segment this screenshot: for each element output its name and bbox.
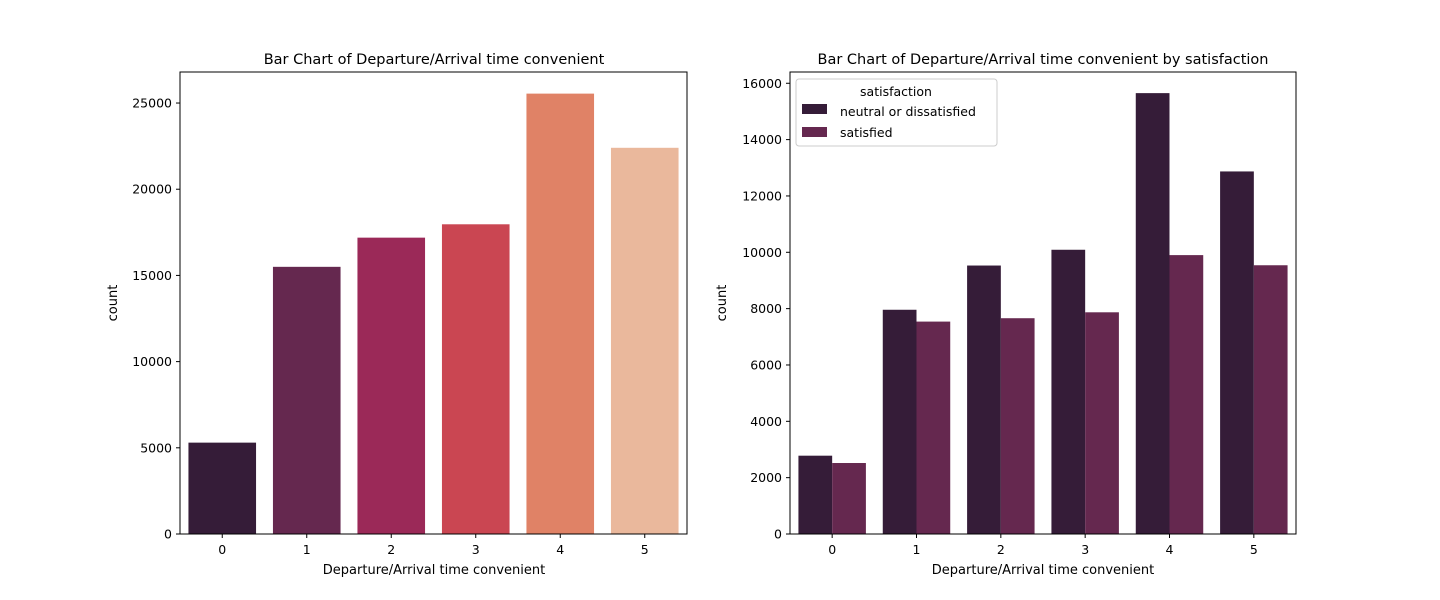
chart-title: Bar Chart of Departure/Arrival time conv…: [264, 52, 605, 68]
bar-2: [357, 237, 426, 534]
legend-label-neutral-or-dissatisfied: neutral or dissatisfied: [840, 104, 976, 119]
x-tick-label: 4: [1166, 542, 1174, 557]
bar-3: [441, 224, 510, 535]
x-tick-label: 0: [218, 542, 226, 557]
bar-satisfied-5: [1253, 265, 1288, 534]
y-tick-label: 20000: [132, 182, 172, 197]
legend-swatch-neutral-or-dissatisfied: [802, 104, 827, 114]
x-ticks: 0 1 2 3 4 5: [828, 534, 1258, 557]
bars: [188, 93, 679, 535]
chart-title: Bar Chart of Departure/Arrival time conv…: [818, 52, 1269, 68]
bar-neutral-or-dissatisfied-2: [967, 265, 1001, 534]
y-tick-label: 14000: [742, 132, 782, 147]
x-tick-label: 2: [997, 542, 1005, 557]
x-tick-label: 2: [387, 542, 395, 557]
y-ticks: 0 2000 4000 6000 8000 10000 12000 14000 16000: [742, 76, 790, 542]
y-tick-label: 15000: [132, 268, 172, 283]
bar-neutral-or-dissatisfied-5: [1220, 171, 1254, 534]
bar-4: [526, 93, 595, 534]
y-tick-label: 0: [164, 527, 172, 542]
x-tick-label: 3: [472, 542, 480, 557]
count-chart: Bar Chart of Departure/Arrival time conv…: [106, 52, 688, 578]
x-tick-label: 5: [1250, 542, 1258, 557]
x-tick-label: 1: [303, 542, 311, 557]
y-tick-label: 5000: [140, 440, 172, 455]
legend-swatch-satisfied: [802, 127, 827, 137]
x-ticks: 0 1 2 3 4 5: [218, 534, 649, 557]
y-tick-label: 6000: [750, 357, 782, 372]
count-by-satisfaction-chart: Bar Chart of Departure/Arrival time conv…: [715, 52, 1297, 578]
bar-neutral-or-dissatisfied-4: [1135, 93, 1170, 534]
bar-neutral-or-dissatisfied-0: [798, 455, 833, 534]
bar-1: [272, 266, 341, 534]
y-axis-label: count: [715, 285, 730, 322]
x-tick-label: 0: [828, 542, 836, 557]
bar-satisfied-3: [1085, 312, 1119, 534]
x-axis-label: Departure/Arrival time convenient: [323, 563, 545, 578]
bar-satisfied-0: [832, 463, 866, 534]
y-tick-label: 8000: [750, 301, 782, 316]
bar-neutral-or-dissatisfied-1: [882, 309, 917, 534]
y-ticks: 0 5000 10000 15000 20000 25000: [132, 96, 180, 542]
bar-5: [610, 147, 679, 535]
bar-satisfied-1: [916, 321, 951, 534]
y-tick-label: 10000: [132, 354, 172, 369]
x-tick-label: 5: [641, 542, 649, 557]
legend: satisfaction neutral or dissatisfied sat…: [795, 78, 998, 147]
x-axis-label: Departure/Arrival time convenient: [932, 563, 1154, 578]
y-tick-label: 0: [774, 527, 782, 542]
y-tick-label: 25000: [132, 96, 172, 111]
bar-0: [188, 442, 257, 534]
x-tick-label: 1: [913, 542, 921, 557]
plot-frame: [179, 71, 688, 535]
legend-label-satisfied: satisfied: [840, 125, 893, 140]
bar-satisfied-2: [1000, 318, 1035, 534]
legend-title: satisfaction: [860, 84, 932, 99]
legend-box: [795, 78, 998, 147]
y-tick-label: 16000: [742, 76, 782, 91]
bar-neutral-or-dissatisfied-3: [1051, 249, 1086, 534]
plot-frame: [789, 71, 1297, 535]
x-tick-label: 4: [556, 542, 564, 557]
y-tick-label: 4000: [750, 414, 782, 429]
bars: [798, 93, 1288, 535]
y-axis-label: count: [106, 285, 121, 322]
bar-satisfied-4: [1169, 255, 1204, 535]
y-tick-label: 10000: [742, 245, 782, 260]
y-tick-label: 2000: [750, 470, 782, 485]
y-tick-label: 12000: [742, 188, 782, 203]
x-tick-label: 3: [1081, 542, 1089, 557]
